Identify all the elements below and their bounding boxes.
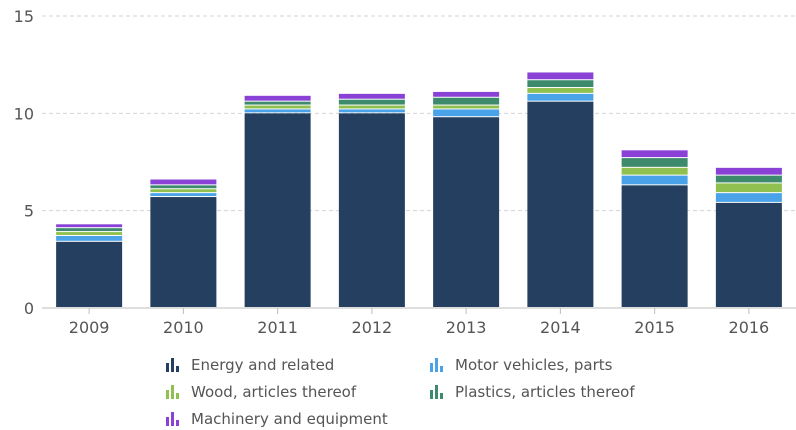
bar-segment xyxy=(244,109,311,113)
bar-segment xyxy=(56,232,123,235)
bar-segment xyxy=(527,80,594,88)
legend-item[interactable]: Machinery and equipment xyxy=(166,410,388,428)
bar-segment xyxy=(621,185,688,307)
legend-label: Plastics, articles thereof xyxy=(455,383,635,401)
bar-segment xyxy=(433,97,500,105)
bar-segment xyxy=(150,185,217,189)
bar-segment xyxy=(433,105,500,109)
legend-item[interactable]: Energy and related xyxy=(166,356,334,374)
x-tick-label: 2010 xyxy=(163,318,204,337)
bar-segment xyxy=(150,189,217,193)
bar-segment xyxy=(338,93,405,99)
bar-segment xyxy=(338,113,405,307)
bar-segment xyxy=(244,105,311,109)
stacked-bar-chart: 0 5 10 15 2009 2010 2011 2012 2013 2014 2015 2016 xyxy=(14,7,796,337)
legend-item[interactable]: Motor vehicles, parts xyxy=(430,356,612,374)
bar-segment xyxy=(621,150,688,158)
bar-segment xyxy=(715,175,782,183)
x-tick-label: 2009 xyxy=(69,318,110,337)
y-tick-label: 15 xyxy=(14,7,34,26)
bar-segment xyxy=(150,179,217,185)
legend-label: Motor vehicles, parts xyxy=(455,356,613,374)
bar-segment xyxy=(244,101,311,105)
bar-segment xyxy=(338,99,405,105)
bar-chart-icon xyxy=(430,358,446,372)
bar-segment xyxy=(433,109,500,117)
bar-segment xyxy=(338,105,405,109)
legend-label: Machinery and equipment xyxy=(191,410,388,428)
legend-label: Wood, articles thereof xyxy=(191,383,357,401)
bar-chart-icon xyxy=(166,358,182,372)
bar-segment xyxy=(621,158,688,167)
legend-item[interactable]: Plastics, articles thereof xyxy=(430,383,635,401)
bar-segment xyxy=(527,88,594,93)
legend-item[interactable]: Wood, articles thereof xyxy=(166,383,356,401)
legend-label: Energy and related xyxy=(191,356,335,374)
bar-segment xyxy=(150,193,217,197)
bar-segment xyxy=(244,113,311,307)
x-tick-label: 2011 xyxy=(257,318,298,337)
bar-segment xyxy=(56,228,123,232)
x-tick-label: 2013 xyxy=(446,318,487,337)
bar-segment xyxy=(715,202,782,307)
bar-segment xyxy=(715,193,782,202)
bar-segment xyxy=(715,183,782,193)
x-tick-label: 2015 xyxy=(634,318,675,337)
bar-segment xyxy=(56,241,123,307)
bar-segment xyxy=(527,101,594,307)
bar-segment xyxy=(621,175,688,185)
bar-segment xyxy=(527,93,594,101)
bar-chart-icon xyxy=(166,412,182,426)
x-tick-label: 2016 xyxy=(729,318,770,337)
bar-chart-icon xyxy=(166,385,182,399)
bar-segment xyxy=(56,235,123,241)
bar-segment xyxy=(621,167,688,175)
y-tick-label: 0 xyxy=(24,299,34,318)
y-tick-label: 5 xyxy=(24,202,34,221)
x-tick-label: 2014 xyxy=(540,318,581,337)
bar-segment xyxy=(56,224,123,228)
x-tick-label: 2012 xyxy=(352,318,393,337)
bar-segment xyxy=(338,109,405,113)
bar-segment xyxy=(715,167,782,175)
bar-segment xyxy=(433,117,500,307)
bar-segment xyxy=(433,91,500,97)
bar-segment xyxy=(150,197,217,307)
bar-segment xyxy=(244,95,311,101)
bar-segment xyxy=(527,72,594,80)
bar-chart-icon xyxy=(430,385,446,399)
y-tick-label: 10 xyxy=(14,104,34,123)
